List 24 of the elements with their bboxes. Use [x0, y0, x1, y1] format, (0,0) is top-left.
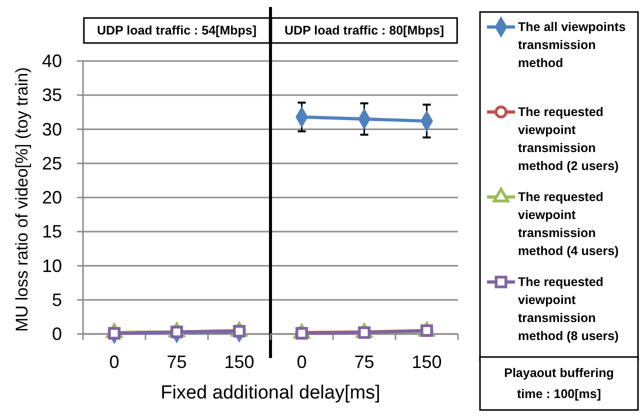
- y-tick-label: 5: [52, 290, 62, 310]
- y-tick-label: 10: [42, 256, 62, 276]
- legend-label: The requested viewpoint transmission method (4 users): [518, 190, 619, 258]
- x-tick-label: 0: [109, 352, 120, 372]
- legend-label: The requested viewpoint transmission method (2 users): [518, 105, 619, 173]
- y-tick-label: 15: [42, 222, 62, 242]
- y-tick-label: 35: [42, 85, 62, 106]
- y-axis-title: MU loss ratio of video[%] (toy train): [12, 67, 32, 332]
- x-tick-label: 0: [296, 352, 307, 372]
- x-tick-label: 150: [224, 352, 254, 372]
- chart-title: UDP load traffic : 80[Mbps]: [284, 24, 444, 38]
- legend-label: The requested viewpoint transmission method (8 users): [518, 275, 619, 343]
- chart-title: UDP load traffic : 54[Mbps]: [96, 24, 257, 38]
- y-tick-label: 20: [42, 188, 62, 208]
- x-tick-label: 75: [166, 352, 187, 372]
- x-tick-label: 150: [412, 352, 442, 372]
- y-tick-label: 30: [42, 119, 62, 140]
- x-axis-title: Fixed additional delay[ms]: [160, 382, 380, 404]
- legend-label: The all viewpoints transmission method: [518, 20, 626, 70]
- y-tick-label: 0: [52, 324, 62, 344]
- y-tick-label: 40: [42, 51, 62, 71]
- text: Playaout buffering time : 100[ms]: [504, 366, 614, 401]
- y-tick-label: 25: [42, 153, 62, 174]
- x-tick-label: 75: [354, 352, 374, 372]
